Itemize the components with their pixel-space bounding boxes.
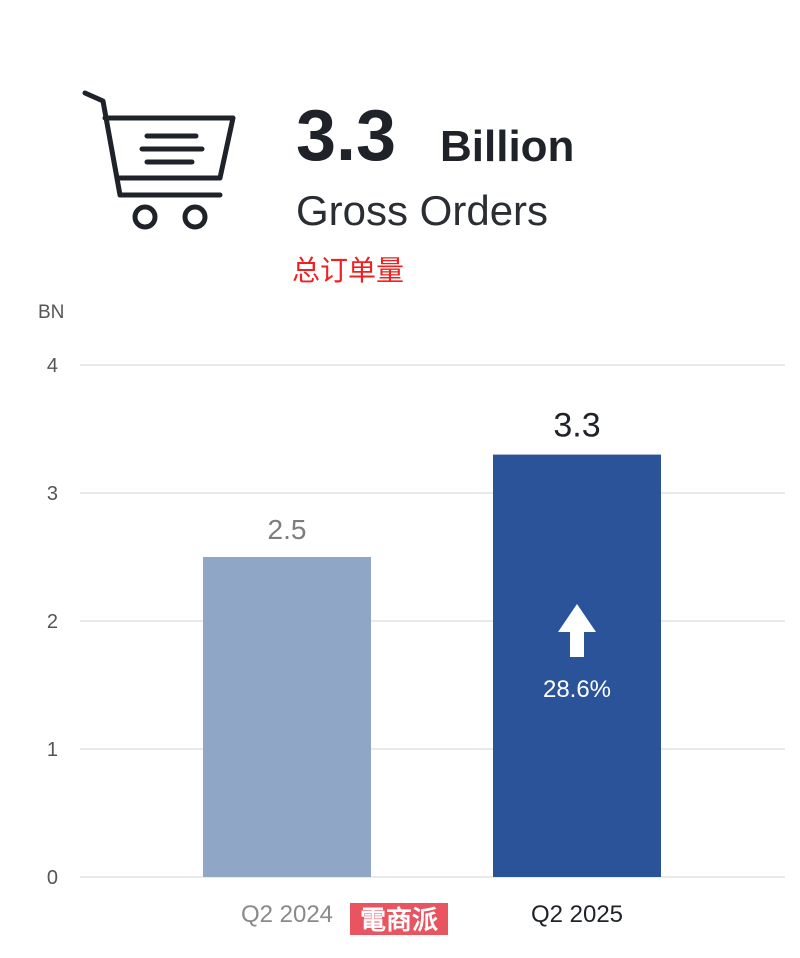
growth-arrow (558, 604, 596, 657)
headline-subtitle: 总订单量 (292, 255, 404, 286)
y-tick-label: 3 (47, 483, 58, 505)
y-tick-label: 4 (47, 355, 58, 377)
y-tick-label: 1 (47, 739, 58, 761)
bar (203, 557, 371, 877)
data-label: 3.3 (553, 407, 600, 445)
y-axis-label: BN (38, 302, 64, 323)
watermark-bg (350, 903, 448, 935)
y-tick-label: 2 (47, 611, 58, 633)
x-tick-label: Q2 2025 (531, 901, 623, 928)
x-tick-label: Q2 2024 (241, 901, 333, 928)
headline-unit: Billion (440, 122, 574, 171)
bar (493, 454, 661, 877)
y-tick-label: 0 (47, 867, 58, 889)
headline-value: 3.3 (296, 96, 396, 176)
growth-label: 28.6% (543, 676, 611, 703)
cart-icon (82, 90, 236, 230)
data-label: 2.5 (268, 514, 307, 545)
watermark: 電商派 (360, 905, 438, 935)
headline-title: Gross Orders (296, 187, 548, 234)
